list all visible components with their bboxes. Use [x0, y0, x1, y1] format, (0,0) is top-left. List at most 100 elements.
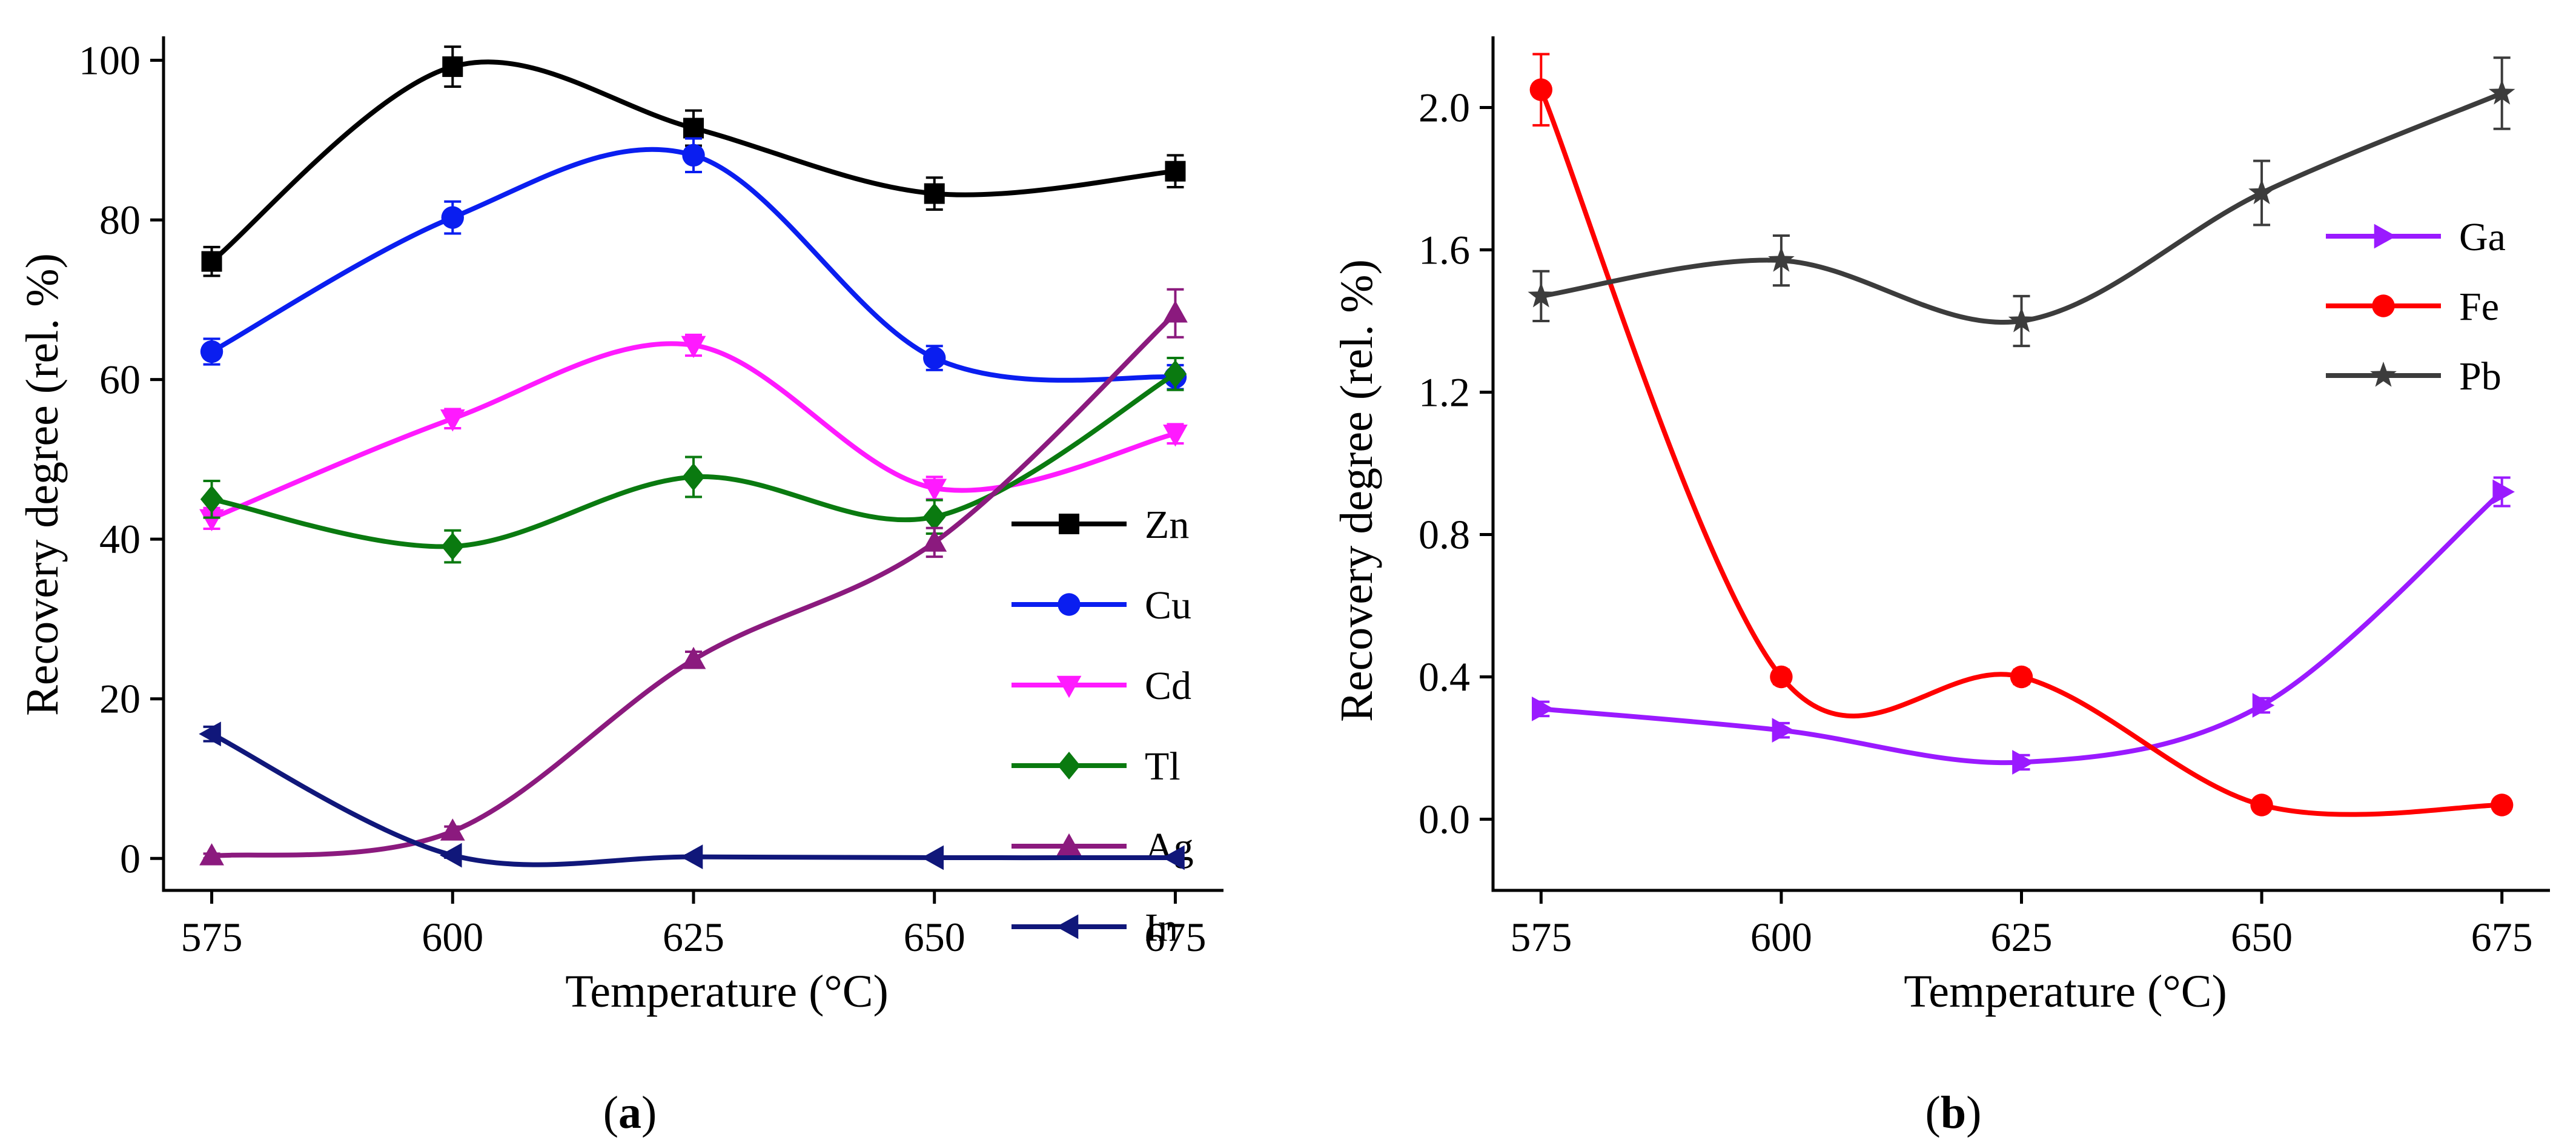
- legend-marker: [2370, 362, 2397, 387]
- panel-b-label: (b): [1925, 1087, 1982, 1138]
- data-point: [2010, 665, 2033, 689]
- data-point: [440, 409, 465, 432]
- panel-a-letter: a: [618, 1087, 641, 1138]
- legend-entry-zn: Zn: [1012, 503, 1189, 547]
- y-tick-label: 0.4: [1419, 654, 1470, 700]
- data-point: [442, 56, 463, 78]
- legend-label: Ag: [1145, 825, 1194, 869]
- legend-entry-cd: Cd: [1012, 664, 1191, 708]
- axes-frame: [1491, 36, 2550, 892]
- series-tl: [200, 357, 1187, 564]
- data-point: [680, 844, 703, 870]
- data-point: [200, 485, 223, 514]
- data-point: [682, 144, 705, 167]
- data-point: [1163, 300, 1188, 323]
- x-tick-label: 650: [904, 914, 965, 960]
- panel-a-plot-area: 575 600 625 650 675 0 20 40 60 80 100 Zn Cu Cd Tl Ag In: [79, 36, 1223, 960]
- y-tick-label: 40: [99, 516, 141, 562]
- x-tick-label: 625: [1991, 914, 2053, 960]
- legend-label: In: [1145, 906, 1178, 950]
- data-point: [2252, 693, 2275, 718]
- data-point: [200, 340, 223, 363]
- data-point: [199, 843, 224, 866]
- data-point: [2008, 307, 2035, 333]
- axes-frame: [162, 36, 1223, 892]
- series-line-fe: [1538, 88, 2502, 817]
- data-point: [923, 346, 946, 369]
- data-point: [2492, 479, 2515, 505]
- legend-label: Cu: [1145, 583, 1191, 628]
- y-tick-label: 2.0: [1419, 85, 1470, 131]
- y-tick-label: 0.8: [1419, 512, 1470, 558]
- legend-marker: [1058, 752, 1081, 780]
- data-point: [682, 463, 705, 491]
- series-in: [199, 721, 1185, 870]
- series-line-ga: [1540, 490, 2504, 766]
- data-point: [1528, 282, 1555, 308]
- data-point: [1772, 718, 1795, 743]
- legend-marker: [2372, 294, 2395, 317]
- y-tick-label: 1.6: [1419, 227, 1470, 273]
- panel-b-chart: 575 600 625 650 6750.00.40.81.21.62.0GaFePb …: [1331, 36, 2550, 1138]
- data-point: [1162, 845, 1185, 870]
- series-ga: [1532, 476, 2515, 775]
- y-tick-label: 0: [120, 835, 141, 881]
- panel-b-letter: b: [1941, 1087, 1966, 1138]
- y-tick-label: 1.2: [1419, 369, 1470, 416]
- data-point: [199, 721, 221, 747]
- data-point: [1163, 424, 1188, 447]
- x-tick-label: 600: [1750, 914, 1812, 960]
- panel-b-plot-area: 575 600 625 650 675 0.0 0.4 0.8 1.2 1.6 2.0 Ga Fe Pb: [1419, 36, 2550, 960]
- data-point: [2490, 793, 2514, 816]
- data-point: [2488, 79, 2515, 105]
- panel-b-x-axis-title: Temperature (°C): [1904, 966, 2227, 1017]
- panel-a-y-axis-title: Recovery degree (rel. %): [17, 253, 68, 716]
- y-tick-label: 80: [99, 197, 141, 243]
- data-point: [1768, 247, 1795, 272]
- x-tick-label: 675: [2471, 914, 2533, 960]
- legend-label: Pb: [2459, 354, 2502, 399]
- legend-label: Fe: [2459, 285, 2499, 329]
- data-point: [440, 818, 465, 841]
- data-point: [681, 336, 706, 359]
- legend-marker: [1056, 675, 1082, 698]
- legend-marker: [2374, 224, 2397, 249]
- series-line-ag: [211, 311, 1177, 859]
- legend-entry-ga: Ga: [2326, 215, 2506, 259]
- legend-entry-pb: Pb: [2326, 354, 2502, 399]
- data-point: [1164, 360, 1187, 388]
- panel-b-y-axis-title: Recovery degree (rel. %): [1331, 259, 1382, 722]
- panel-a-x-axis-title: Temperature (°C): [565, 966, 889, 1017]
- legend-entry-ag: Ag: [1012, 825, 1194, 869]
- panel-a-chart: 575 600 625 650 675020406080100ZnCuCdTlAgIn …: [17, 36, 1223, 1138]
- legend-label: Zn: [1145, 503, 1189, 547]
- data-point: [2250, 793, 2273, 816]
- x-tick-label: 600: [422, 914, 483, 960]
- data-point: [199, 509, 224, 532]
- data-point: [1770, 665, 1793, 689]
- x-tick-label: 650: [2231, 914, 2293, 960]
- legend-label: Cd: [1145, 664, 1191, 708]
- x-tick-label: 575: [1510, 914, 1572, 960]
- data-point: [683, 118, 704, 139]
- data-point: [1529, 78, 1553, 101]
- y-tick-label: 0.0: [1419, 797, 1470, 843]
- legend-marker: [1058, 593, 1081, 616]
- x-tick-label: 625: [663, 914, 724, 960]
- data-point: [921, 845, 944, 870]
- x-tick-label: 575: [181, 914, 243, 960]
- data-point: [441, 206, 464, 229]
- data-point: [924, 183, 945, 204]
- data-point: [681, 646, 706, 669]
- legend-entry-cu: Cu: [1012, 583, 1191, 628]
- legend-marker: [1059, 514, 1079, 534]
- data-point: [1532, 696, 1554, 721]
- data-point: [201, 251, 222, 272]
- data-point: [441, 532, 464, 560]
- y-tick-label: 20: [99, 676, 141, 722]
- series-line-pb: [1540, 91, 2503, 325]
- series-zn: [201, 45, 1186, 277]
- legend-marker: [1056, 833, 1082, 856]
- data-point: [922, 529, 947, 552]
